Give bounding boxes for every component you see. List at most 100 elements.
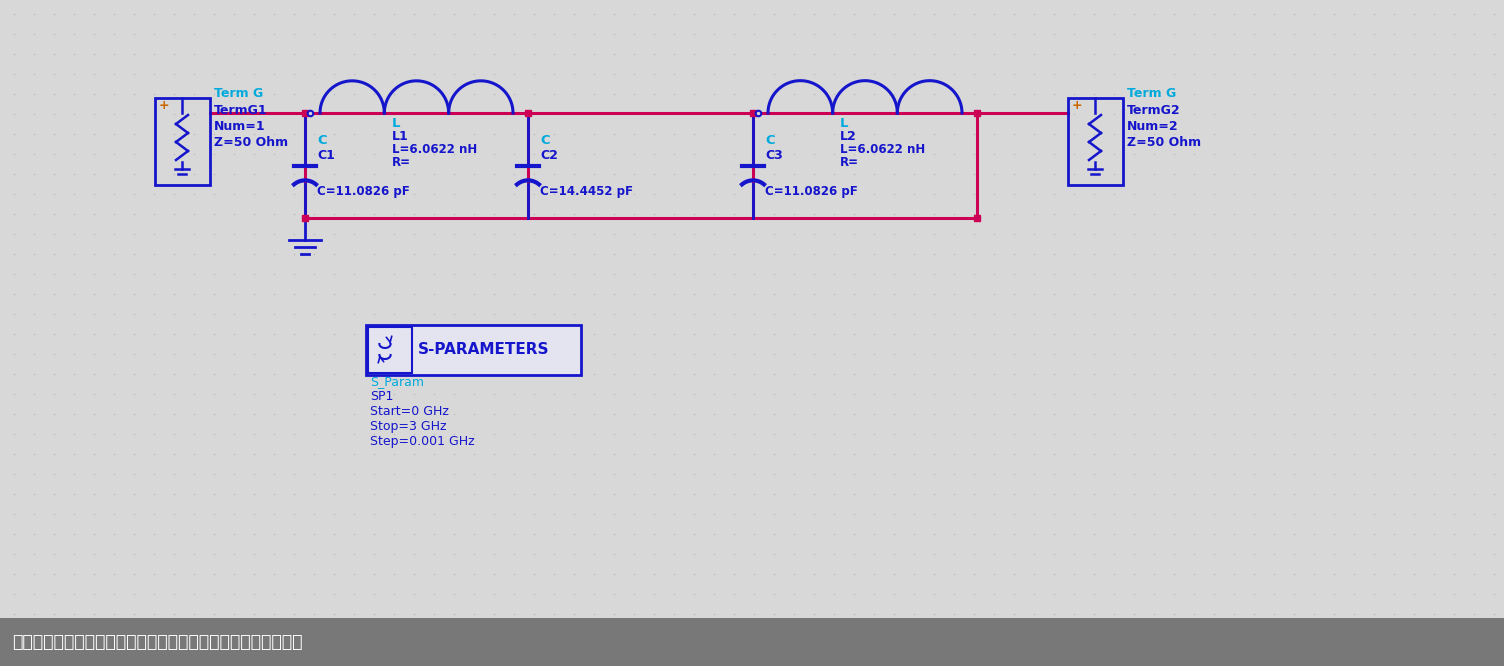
Point xyxy=(642,529,666,539)
Point xyxy=(1023,288,1047,299)
Point xyxy=(182,49,206,59)
Point xyxy=(1062,168,1086,179)
Point xyxy=(462,529,486,539)
Point xyxy=(42,329,66,340)
Point xyxy=(202,9,226,19)
Point xyxy=(1042,389,1066,400)
Point xyxy=(1023,109,1047,119)
Text: Stop=3 GHz: Stop=3 GHz xyxy=(370,420,447,433)
Point xyxy=(382,69,406,79)
Point xyxy=(802,228,826,239)
Point xyxy=(281,509,305,519)
Point xyxy=(81,288,105,299)
Point xyxy=(442,349,466,360)
Point xyxy=(242,168,266,179)
Point xyxy=(2,248,26,259)
Point xyxy=(862,69,886,79)
Point xyxy=(262,469,286,480)
Point xyxy=(722,569,746,579)
Point xyxy=(702,529,726,539)
Point xyxy=(502,9,526,19)
Point xyxy=(223,228,247,239)
Point xyxy=(1382,529,1406,539)
Point xyxy=(1023,429,1047,440)
Point xyxy=(1322,248,1346,259)
Point xyxy=(481,429,505,440)
Point xyxy=(23,409,47,420)
Point xyxy=(922,308,946,319)
Point xyxy=(182,489,206,500)
Point xyxy=(223,409,247,420)
Point xyxy=(502,29,526,39)
Point xyxy=(1081,188,1105,199)
Point xyxy=(182,109,206,119)
Point xyxy=(602,288,626,299)
Point xyxy=(741,329,766,340)
Point xyxy=(963,208,987,219)
Point xyxy=(202,149,226,159)
Point xyxy=(602,609,626,619)
Point xyxy=(362,389,387,400)
Point xyxy=(1002,208,1026,219)
Point xyxy=(881,69,905,79)
Point xyxy=(1402,228,1426,239)
Point xyxy=(1242,409,1266,420)
Point xyxy=(1042,469,1066,480)
Point xyxy=(242,188,266,199)
Point xyxy=(1062,248,1086,259)
Point xyxy=(823,29,847,39)
Point xyxy=(1322,509,1346,519)
Point xyxy=(1002,369,1026,380)
Point xyxy=(802,489,826,500)
Point xyxy=(1102,469,1126,480)
Text: R=: R= xyxy=(841,156,859,169)
Point xyxy=(741,529,766,539)
Point xyxy=(1281,369,1305,380)
Point xyxy=(1342,308,1366,319)
Point xyxy=(1042,89,1066,99)
Point xyxy=(862,248,886,259)
Point xyxy=(1402,188,1426,199)
Point xyxy=(1002,89,1026,99)
Point xyxy=(1002,268,1026,279)
Point xyxy=(402,549,426,559)
Point xyxy=(502,549,526,559)
Point xyxy=(242,489,266,500)
Point xyxy=(141,569,165,579)
Point xyxy=(1221,268,1245,279)
Point xyxy=(1062,369,1086,380)
Point xyxy=(262,69,286,79)
Point xyxy=(1281,329,1305,340)
Point xyxy=(942,208,966,219)
Point xyxy=(182,228,206,239)
Point xyxy=(582,308,606,319)
Point xyxy=(141,549,165,559)
Point xyxy=(281,29,305,39)
Point xyxy=(522,149,546,159)
Point xyxy=(541,308,566,319)
Point xyxy=(1002,228,1026,239)
Point xyxy=(1322,149,1346,159)
Point xyxy=(1202,29,1226,39)
Point xyxy=(1342,569,1366,579)
Point xyxy=(1081,228,1105,239)
Point xyxy=(1102,489,1126,500)
Point xyxy=(1182,389,1206,400)
Point xyxy=(23,248,47,259)
Point xyxy=(702,168,726,179)
Point xyxy=(202,268,226,279)
Point xyxy=(322,288,346,299)
Point xyxy=(1462,449,1486,460)
Point xyxy=(942,308,966,319)
Point xyxy=(341,208,365,219)
Point xyxy=(522,509,546,519)
Point xyxy=(1023,188,1047,199)
Point xyxy=(681,509,705,519)
Point xyxy=(1481,369,1504,380)
Point xyxy=(1442,49,1466,59)
Point xyxy=(502,208,526,219)
Point xyxy=(42,168,66,179)
Point xyxy=(642,609,666,619)
Point xyxy=(341,29,365,39)
Point xyxy=(702,9,726,19)
